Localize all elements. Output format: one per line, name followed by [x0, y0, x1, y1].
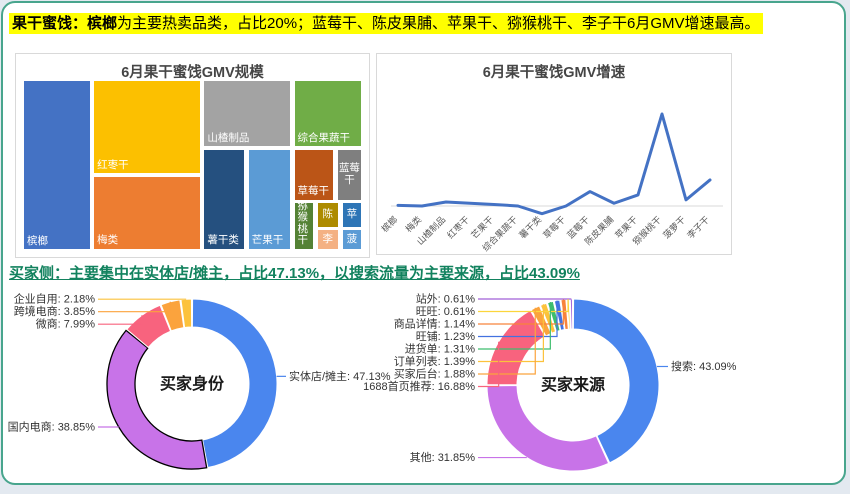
treemap-block-label: 槟榔: [27, 234, 48, 247]
treemap-block-label: 苹: [346, 208, 358, 221]
label-leader-line: [98, 315, 143, 325]
gmv-growth-line-chart: 槟榔 梅类山楂制品红枣干芒果干综合果蔬干薯干类草莓干蓝莓干陈皮果脯苹果干猕猴桃干菠…: [379, 112, 723, 253]
label-leader-line: [98, 301, 171, 313]
headline-rest: 为主要热卖品类，占比20%；蓝莓干、陈皮果脯、苹果干、猕猴桃干、李子干6月GMV…: [117, 15, 760, 32]
treemap-block[interactable]: 猕猴桃干: [293, 202, 314, 250]
gmv-scale-treemap: 槟榔 红枣干梅类 山楂制品 综合果蔬干薯干类 芒果干 草莓干 蓝莓干猕猴桃干 陈李苹菠: [23, 80, 362, 250]
treemap-block[interactable]: 红枣干: [93, 80, 201, 175]
treemap-block-label: 蓝莓干: [338, 162, 360, 186]
donut-slice-label: 旺旺: 0.61%: [416, 306, 476, 318]
treemap-block-label: 薯干类: [207, 234, 239, 247]
donut-slice-label: 买家后台: 1.88%: [394, 367, 476, 381]
donut-center-label: 买家身份: [160, 374, 225, 393]
donut-slice[interactable]: [572, 298, 660, 464]
treemap-block-label: 综合果蔬干: [297, 131, 351, 144]
donut-slice-label: 其他: 31.85%: [410, 451, 476, 464]
treemap-block[interactable]: 苹: [341, 202, 362, 228]
label-leader-line: [478, 299, 569, 313]
donut-slice[interactable]: [486, 385, 610, 472]
treemap-block[interactable]: 综合果蔬干: [293, 80, 362, 148]
treemap-block-label: 李: [322, 232, 333, 245]
x-axis-label: 草莓干: [541, 214, 568, 241]
label-leader-line: [478, 307, 536, 375]
donut-slice[interactable]: [569, 298, 574, 330]
treemap-block[interactable]: 陈: [316, 202, 339, 228]
donut-slice-label: 跨境电商: 3.85%: [14, 304, 96, 318]
line-chart-panel: 6月果干蜜饯GMV增速 槟榔 梅类 山楂制品 红枣干 芒果干 综合果蔬干 薯干类 草莓干 蓝莓干…: [376, 53, 732, 255]
treemap-block-label: 菠: [346, 232, 358, 245]
donut-slice[interactable]: [486, 309, 546, 386]
dashboard-card: 果干蜜饯：槟榔为主要热卖品类，占比20%；蓝莓干、陈皮果脯、苹果干、猕猴桃干、李…: [1, 1, 846, 485]
treemap-block[interactable]: 薯干类: [203, 148, 246, 250]
donut-slice-label: 搜索: 43.09%: [671, 359, 737, 373]
treemap-panel: 6月果干蜜饯GMV规模 槟榔 红枣干梅类 山楂制品 综合果蔬干薯干类 芒果干 草莓干 蓝莓干…: [15, 53, 370, 258]
donut-slice-label: 国内电商: 38.85%: [8, 420, 96, 434]
donut-slice[interactable]: [530, 305, 552, 337]
buyer-headline: 买家侧：主要集中在实体店/摊主，占比47.13%，以搜索流量为主要来源，占比43…: [9, 265, 580, 282]
treemap-block-label: 芒果干: [251, 234, 284, 247]
donut-slice[interactable]: [106, 329, 208, 470]
x-axis-label: 槟榔: [379, 214, 400, 235]
headline-highlight: 果干蜜饯：槟榔为主要热卖品类，占比20%；蓝莓干、陈皮果脯、苹果干、猕猴桃干、李…: [9, 13, 763, 34]
treemap-block-label: 红枣干: [97, 158, 129, 171]
label-leader-line: [478, 302, 551, 350]
treemap-block[interactable]: 梅类: [93, 175, 201, 250]
donut-slice[interactable]: [126, 304, 172, 349]
treemap-block[interactable]: 山楂制品: [203, 80, 291, 148]
treemap-block[interactable]: 芒果干: [247, 148, 291, 250]
x-axis-label: 红枣干: [445, 214, 472, 241]
treemap-block[interactable]: 菠: [341, 228, 362, 250]
donut-slice-label: 企业自用: 2.18%: [14, 292, 96, 306]
x-axis-label: 菠萝干: [661, 214, 688, 241]
x-axis-label: 薯干类: [517, 214, 544, 241]
treemap-block-label: 草莓干: [297, 185, 330, 198]
line-chart-title: 6月果干蜜饯GMV增速: [482, 65, 626, 81]
x-axis-label: 李子干: [685, 214, 712, 241]
buyer-source-donut-chart: 站外: 0.61%旺旺: 0.61%商品详情: 1.14%旺铺: 1.23%进货…: [363, 292, 737, 472]
donut-slice-label: 站外: 0.61%: [416, 292, 476, 306]
label-leader-line: [478, 299, 564, 325]
donut-slice[interactable]: [539, 302, 557, 334]
label-leader-line: [478, 300, 558, 338]
donut-center-label: 买家来源: [541, 375, 605, 394]
headline-prefix: 果干蜜饯：槟榔: [12, 15, 118, 32]
treemap-title: 6月果干蜜饯GMV规模: [121, 65, 264, 81]
gmv-growth-line[interactable]: [396, 112, 712, 216]
donut-slice-label: 微商: 7.99%: [36, 317, 96, 331]
treemap-block-label: 梅类: [97, 234, 119, 247]
treemap-block[interactable]: 李: [316, 228, 339, 250]
donut-slice-label: 旺铺: 1.23%: [416, 330, 476, 343]
donut-slice-label: 实体店/摊主: 47.13%: [289, 369, 391, 383]
treemap-block-label: 陈: [322, 208, 333, 221]
donut-slice[interactable]: [160, 299, 185, 332]
donut-slice[interactable]: [560, 298, 569, 331]
donut-slice-label: 订单列表: 1.39%: [394, 354, 476, 368]
donut-slice[interactable]: [191, 298, 278, 469]
category-headline: 果干蜜饯：槟榔为主要热卖品类，占比20%；蓝莓干、陈皮果脯、苹果干、猕猴桃干、李…: [9, 13, 763, 35]
donut-slice-label: 进货单: 1.31%: [405, 342, 476, 356]
treemap-block-label: 山楂制品: [207, 131, 250, 144]
donut-slice-label: 1688首页推荐: 16.88%: [363, 379, 475, 393]
label-leader-line: [478, 304, 544, 363]
treemap-block[interactable]: 草莓干: [293, 148, 335, 201]
treemap-block[interactable]: 蓝莓干: [336, 148, 362, 201]
x-axis-label: 梅类: [403, 214, 424, 235]
treemap-block-label: 猕猴桃干: [297, 202, 309, 247]
label-leader-line: [478, 341, 500, 388]
buyer-identity-donut-chart: 企业自用: 2.18%跨境电商: 3.85%微商: 7.99% 国内电商: 38.…: [8, 292, 391, 470]
treemap-block[interactable]: 槟榔: [23, 80, 91, 250]
donut-slice-label: 商品详情: 1.14%: [394, 317, 476, 331]
